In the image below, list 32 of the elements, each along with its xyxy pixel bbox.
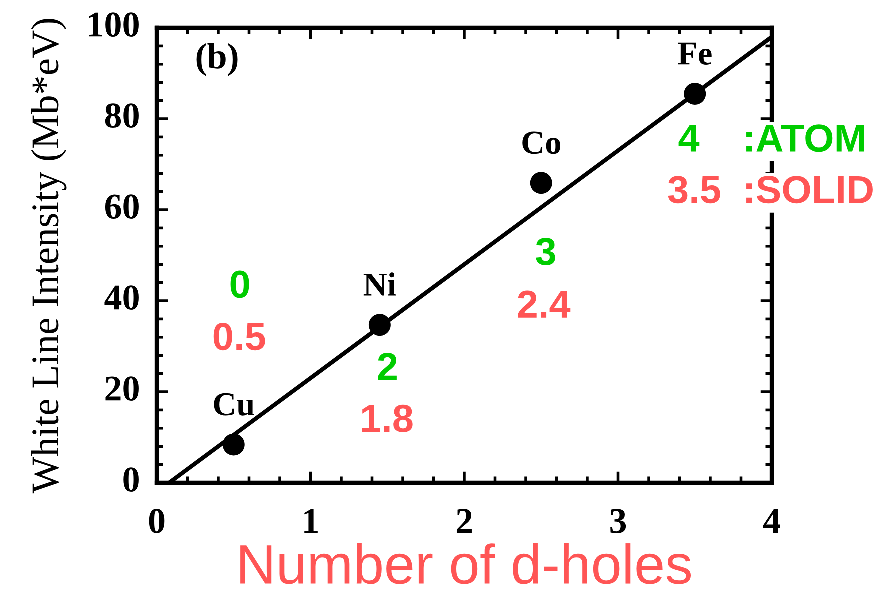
point [684,82,706,105]
y-tick-label: 0 [124,468,139,492]
x-tick-label: 3 [610,509,626,534]
annotation: Ni [364,272,396,296]
annotation: :ATOM [746,124,864,152]
x-tick-label: 2 [456,509,472,534]
annotation: 0.5 [214,323,266,351]
x-tick-label: 0 [149,509,165,534]
annotation: Co [522,132,560,154]
annotation: (b) [196,43,238,76]
annotation: 2 [378,353,397,380]
annotation: 3 [536,238,556,266]
annotation: Cu [214,393,254,416]
annotation: 2.4 [518,290,571,318]
x-tick-label: 1 [304,509,318,534]
y-tick-label: 80 [105,104,139,128]
annotation: 4 [678,125,700,152]
annotation: 0 [230,270,250,298]
y-tick-label: 20 [106,376,139,402]
x-axis-title: Number of d-holes [240,544,692,584]
x-tick-label: 4 [763,509,780,534]
annotation: 3.5 [668,176,720,204]
y-tick-label: 60 [105,194,139,220]
point [222,434,245,456]
point [368,314,391,336]
y-tick-label: 100 [89,12,139,38]
annotation: Fe [678,42,712,65]
annotation: :SOLID [746,176,873,204]
y-tick-label: 40 [104,286,139,310]
annotation: 1.8 [362,404,413,432]
point [530,172,552,194]
y-axis-title: White Line Intensity (Mb*eV) [31,19,67,494]
